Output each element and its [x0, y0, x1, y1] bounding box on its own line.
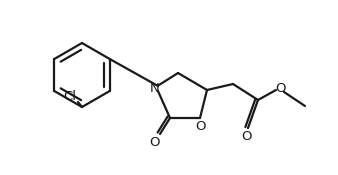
Text: Cl: Cl — [64, 89, 76, 103]
Text: O: O — [149, 136, 159, 149]
Text: O: O — [275, 82, 285, 96]
Text: N: N — [150, 82, 160, 95]
Text: O: O — [241, 131, 251, 144]
Text: O: O — [196, 121, 206, 134]
